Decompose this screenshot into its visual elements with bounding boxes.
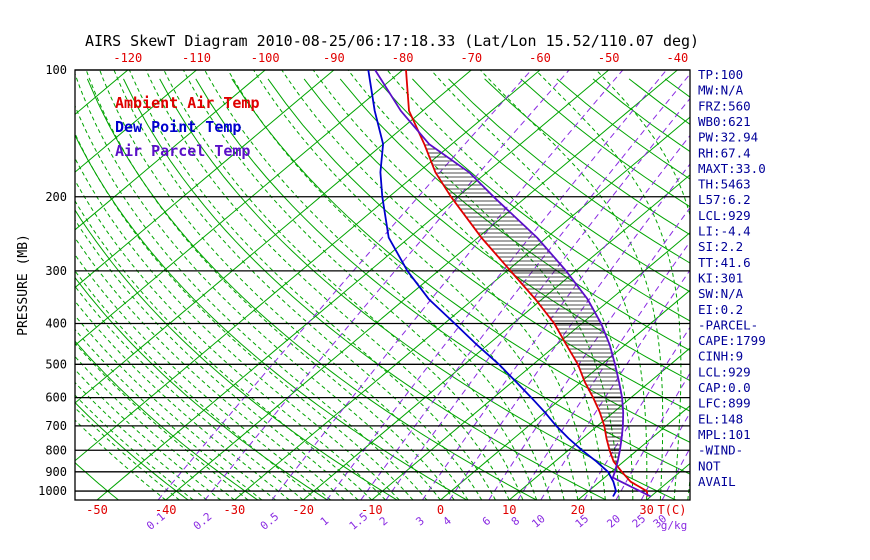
pressure-tick-label: 1000 [38,484,67,498]
bottom-temp-tick-label: -40 [155,503,177,517]
pressure-tick-label: 300 [45,264,67,278]
mixing-ratio-tick-label: 0.5 [258,510,282,533]
legend-dew-point-temp: Dew Point Temp [115,118,241,136]
stats-line-2: FRZ:560 [698,98,751,113]
stats-line-11: SI:2.2 [698,239,743,254]
top-temp-tick-label: -70 [460,51,482,65]
stats-line-20: CAP:0.0 [698,380,751,395]
stats-line-13: KI:301 [698,271,743,286]
stats-line-9: LCL:929 [698,208,751,223]
bottom-temp-tick-label: -50 [86,503,108,517]
dew-point-temp-curve [367,70,617,497]
bottom-temp-tick-label: 30 [639,503,653,517]
top-temp-tick-label: -110 [182,51,211,65]
stats-panel: TP:100MW:N/AFRZ:560WB0:621PW:32.94RH:67.… [698,67,766,489]
stats-line-6: MAXT:33.0 [698,161,766,176]
stats-line-3: WB0:621 [698,114,751,129]
pressure-tick-label: 500 [45,357,67,371]
stats-line-8: L57:6.2 [698,192,751,207]
cape-hatch-area [424,144,624,462]
stats-line-21: LFC:899 [698,396,751,411]
top-temp-tick-label: -100 [251,51,280,65]
stats-line-10: LI:-4.4 [698,224,751,239]
bottom-temp-tick-label: 10 [502,503,516,517]
isoline-layer [75,70,690,500]
top-temp-tick-label: -50 [598,51,620,65]
stats-line-7: TH:5463 [698,177,751,192]
ambient-air-temp-curve [405,70,649,497]
top-temp-tick-label: -120 [113,51,142,65]
mixing-ratio-tick-label: 2 [377,514,390,528]
stats-line-25: NOT [698,458,721,473]
air-parcel-temp-curve [374,70,652,498]
mixing-ratio-tick-label: 0.2 [191,510,215,533]
temp-unit-label: T(C) [658,503,687,517]
top-temp-tick-label: -80 [392,51,414,65]
mixing-unit-label: g/kg [661,519,688,532]
top-temp-tick-label: -40 [667,51,689,65]
mixing-ratio-tick-label: 4 [440,514,454,528]
stats-line-14: SW:N/A [698,286,744,301]
legend-air-parcel-temp: Air Parcel Temp [115,142,250,160]
bottom-temp-tick-label: -30 [224,503,246,517]
mixing-ratio-tick-label: 3 [413,514,426,528]
mixing-ratio-tick-label: 1 [318,514,331,528]
legend-ambient-air-temp: Ambient Air Temp [115,94,260,112]
axis-tick-labels: -120 -110 -100 -90 -80 -70 -60 -50 -40-50 -40 -30-… [86,51,688,533]
pressure-tick-label: 600 [45,391,67,405]
sounding-curves [367,70,652,498]
legend: Ambient Air Temp Dew Point Temp Air Parc… [115,94,260,160]
top-temp-tick-label: -90 [323,51,345,65]
pressure-tick-label: 100 [45,63,67,77]
stats-line-5: RH:67.4 [698,145,751,160]
pressure-axis-label: PRESSURE (MB) [16,234,31,336]
stats-line-23: MPL:101 [698,427,751,442]
stats-line-16: -PARCEL- [698,317,758,332]
stats-line-18: CINH:9 [698,349,743,364]
stats-line-26: AVAIL [698,474,736,489]
stats-line-19: LCL:929 [698,364,751,379]
bottom-temp-tick-label: 20 [571,503,585,517]
stats-line-4: PW:32.94 [698,130,758,145]
stats-line-0: TP:100 [698,67,743,82]
chart-title: AIRS SkewT Diagram 2010-08-25/06:17:18.3… [85,32,699,50]
stats-line-24: -WIND- [698,443,743,458]
bottom-temp-tick-label: -10 [361,503,383,517]
mixing-ratio-tick-label: 20 [604,512,623,530]
pressure-tick-label: 200 [45,190,67,204]
stats-line-1: MW:N/A [698,83,744,98]
top-temp-tick-label: -60 [529,51,551,65]
pressure-tick-label: 800 [45,443,67,457]
stats-line-12: TT:41.6 [698,255,751,270]
pressure-tick-label: 900 [45,465,67,479]
mixing-ratio-tick-label: 6 [480,514,493,528]
mixing-ratio-tick-label: 8 [509,514,522,528]
pressure-tick-label: 700 [45,419,67,433]
mixing-ratio-tick-label: 10 [529,512,548,530]
stats-line-15: EI:0.2 [698,302,743,317]
bottom-temp-tick-label: -20 [292,503,314,517]
stats-line-17: CAPE:1799 [698,333,766,348]
stats-line-22: EL:148 [698,411,743,426]
pressure-grid: 100 200 300 400 500 600 700 800 900 1000 [38,63,691,501]
pressure-tick-label: 400 [45,317,67,331]
bottom-temp-tick-label: 0 [437,503,444,517]
